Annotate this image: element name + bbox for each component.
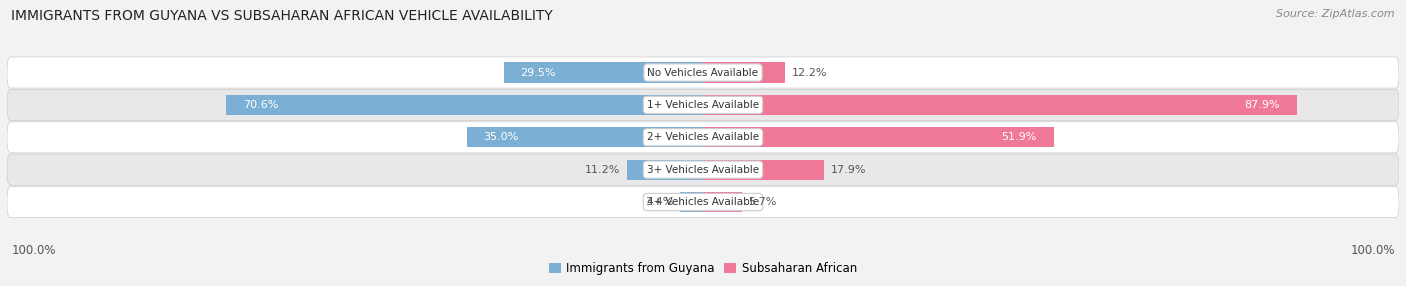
- Text: 70.6%: 70.6%: [243, 100, 278, 110]
- FancyBboxPatch shape: [7, 154, 1399, 185]
- Text: 87.9%: 87.9%: [1244, 100, 1279, 110]
- Text: 35.0%: 35.0%: [484, 132, 519, 142]
- Text: 2+ Vehicles Available: 2+ Vehicles Available: [647, 132, 759, 142]
- Text: IMMIGRANTS FROM GUYANA VS SUBSAHARAN AFRICAN VEHICLE AVAILABILITY: IMMIGRANTS FROM GUYANA VS SUBSAHARAN AFR…: [11, 9, 553, 23]
- FancyBboxPatch shape: [7, 89, 1399, 120]
- Text: 5.7%: 5.7%: [748, 197, 776, 207]
- Bar: [226, 95, 703, 115]
- Text: 3+ Vehicles Available: 3+ Vehicles Available: [647, 165, 759, 175]
- Text: 1+ Vehicles Available: 1+ Vehicles Available: [647, 100, 759, 110]
- Bar: [703, 127, 1053, 147]
- Text: 4+ Vehicles Available: 4+ Vehicles Available: [647, 197, 759, 207]
- Text: 12.2%: 12.2%: [792, 67, 828, 78]
- Text: No Vehicles Available: No Vehicles Available: [648, 67, 758, 78]
- Text: 3.4%: 3.4%: [645, 197, 673, 207]
- Bar: [627, 160, 703, 180]
- Legend: Immigrants from Guyana, Subsaharan African: Immigrants from Guyana, Subsaharan Afric…: [547, 259, 859, 277]
- Text: 51.9%: 51.9%: [1001, 132, 1036, 142]
- Bar: [703, 62, 786, 83]
- Text: 100.0%: 100.0%: [11, 245, 56, 257]
- FancyBboxPatch shape: [7, 57, 1399, 88]
- Bar: [703, 160, 824, 180]
- Text: 17.9%: 17.9%: [831, 165, 866, 175]
- Bar: [703, 95, 1296, 115]
- FancyBboxPatch shape: [7, 186, 1399, 218]
- Text: Source: ZipAtlas.com: Source: ZipAtlas.com: [1277, 9, 1395, 19]
- Text: 100.0%: 100.0%: [1350, 245, 1395, 257]
- Bar: [703, 192, 741, 212]
- Bar: [681, 192, 703, 212]
- Text: 11.2%: 11.2%: [585, 165, 620, 175]
- Bar: [503, 62, 703, 83]
- Bar: [467, 127, 703, 147]
- Text: 29.5%: 29.5%: [520, 67, 555, 78]
- FancyBboxPatch shape: [7, 122, 1399, 153]
